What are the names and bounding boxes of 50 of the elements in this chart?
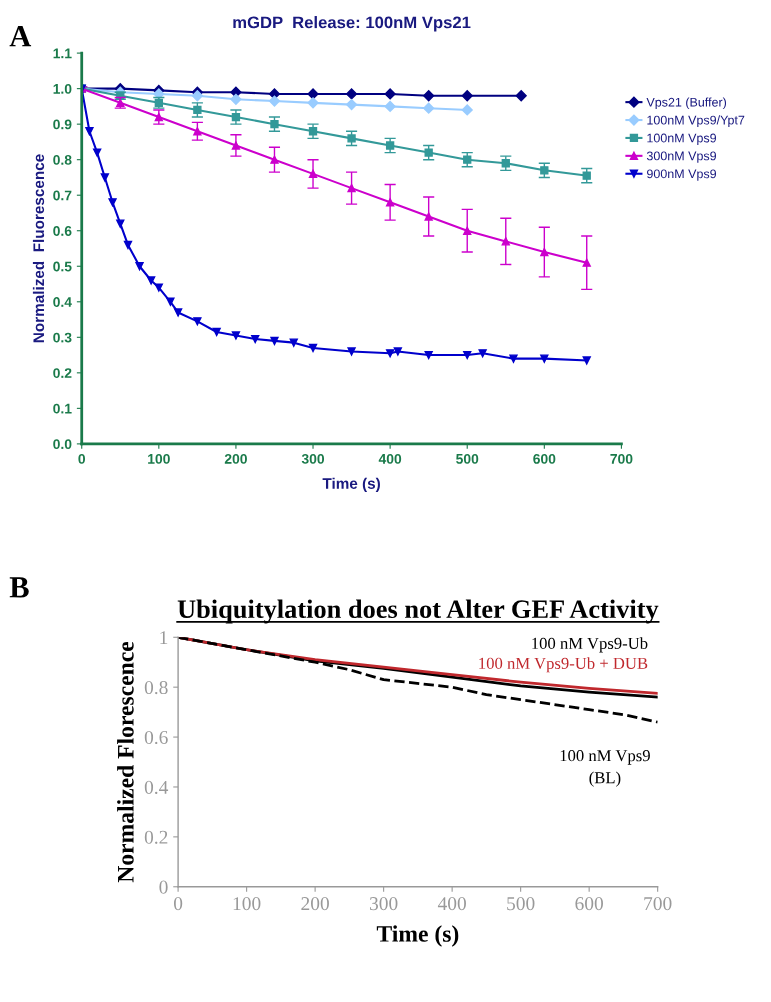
series-label: 100 nM Vps9 (BL) (560, 750, 650, 787)
x-tick-label: 500 (456, 453, 479, 464)
y-tick-label: 0.2 (53, 368, 72, 378)
series-label: 100 nM Vps9-Ub + DUB (479, 657, 648, 673)
y-tick-label: 0.8 (53, 155, 72, 165)
x-tick-label: 600 (575, 897, 603, 911)
y-tick-label: 0.8 (144, 680, 168, 695)
text: A (9, 26, 32, 47)
y-tick-label: 0.5 (53, 261, 72, 272)
legend-label: 300nM Vps9 (646, 151, 717, 163)
y-tick-label: 0.4 (53, 297, 72, 307)
y-tick-label: 0.3 (53, 332, 72, 343)
legend-label: 900nM Vps9 (647, 169, 717, 181)
y-tick-label: 1.0 (53, 83, 72, 94)
x-tick-label: 100 (148, 453, 170, 464)
x-tick-label: 0 (78, 453, 86, 464)
x-tick-label: 700 (610, 453, 633, 464)
legend-label: 100nM Vps9/Ypt7 (647, 115, 745, 127)
y-tick-label: 0.7 (53, 190, 72, 201)
y-tick-label: 1 (160, 631, 168, 645)
y-tick-label: 0.0 (53, 439, 72, 450)
chart-title: Ubiquitylation does not Alter GEF Activity (177, 599, 659, 624)
y-tick-label: 0 (159, 880, 168, 894)
y-tick-label: 0.4 (144, 780, 169, 794)
y-axis-title: Normalized Florescence (117, 641, 134, 883)
y-tick-label: 0.6 (53, 226, 72, 236)
y-tick-label: 0.9 (53, 119, 72, 130)
text: 100 nM Vps9-Ub (532, 637, 648, 653)
x-axis-title: Time (s) (376, 925, 459, 947)
y-tick-label: 0.6 (144, 730, 168, 745)
x-tick-label: 300 (369, 897, 398, 911)
y-tick-label: 0.1 (53, 403, 72, 414)
x-axis-title: Time (s) (322, 477, 380, 492)
text: B (9, 577, 29, 598)
x-tick-label: 700 (644, 897, 672, 911)
chart-title: mGDP Release: 100nM Vps21 (233, 16, 471, 32)
x-tick-label: 200 (301, 897, 329, 911)
x-tick-label: 300 (301, 453, 325, 464)
x-tick-label: 0 (173, 897, 183, 911)
x-tick-label: 100 (233, 897, 261, 911)
x-tick-label: 400 (437, 897, 466, 911)
y-tick-label: 1.1 (53, 48, 72, 59)
x-tick-label: 200 (224, 453, 247, 464)
legend-label: 100nM Vps9 (647, 133, 717, 145)
legend-label: Vps21 (Buffer) (646, 97, 727, 110)
x-tick-label: 600 (533, 453, 556, 464)
x-tick-label: 500 (507, 897, 535, 911)
y-tick-label: 0.2 (144, 830, 168, 844)
x-tick-label: 400 (378, 453, 402, 464)
y-axis-title: Normalized Fluorescence (32, 154, 45, 343)
